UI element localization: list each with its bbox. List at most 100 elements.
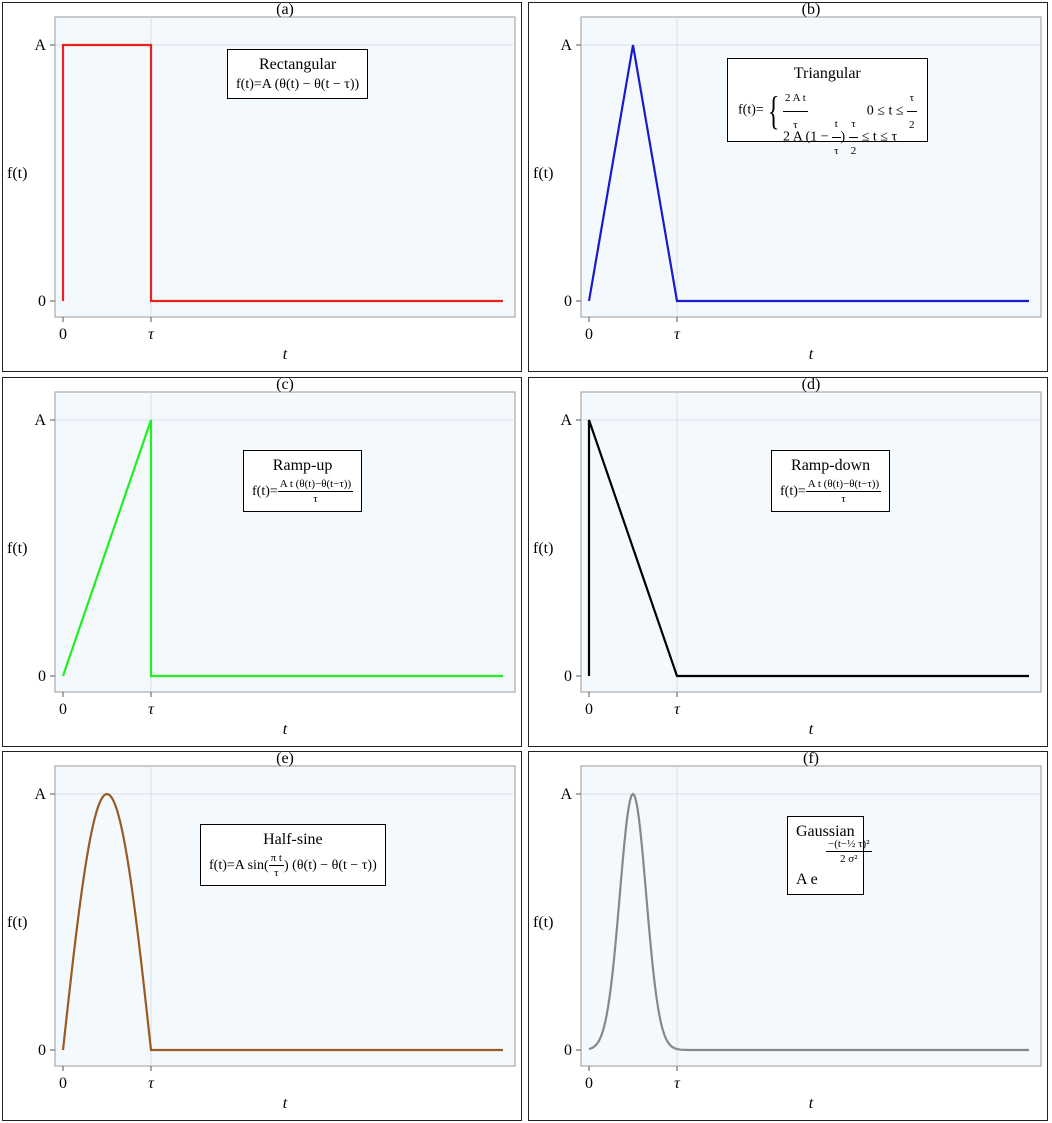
- panel-title: (b): [802, 3, 821, 18]
- legend-d: Ramp-down f(t)= A t (θ(t)−θ(t−τ)) τ: [771, 450, 891, 513]
- y-tick-label: 0: [38, 1042, 46, 1059]
- y-axis-label: f(t): [7, 540, 27, 557]
- legend-title: Rectangular: [258, 56, 337, 73]
- chart-d: 00 τ At f(t) (d): [533, 378, 1042, 738]
- x-axis-label: t: [283, 346, 288, 363]
- x-tick-label: 0: [585, 326, 593, 343]
- legend-suffix: (θ(t) − θ(t − τ)): [292, 857, 377, 873]
- chart-c: 00 τ At f(t) (c): [7, 378, 516, 738]
- legend-prefix: f(t)=: [780, 483, 806, 499]
- x-tick-label: 0: [59, 326, 67, 343]
- panel-title: (d): [802, 378, 821, 393]
- x-tick-label: τ: [674, 326, 681, 343]
- legend-den: τ: [274, 867, 279, 880]
- plot-area: [54, 391, 516, 693]
- legend-prefix: f(t)=: [738, 102, 764, 118]
- legend-e: Half-sine f(t)=A sin(π t τ) (θ(t) − θ(t −…: [200, 824, 386, 887]
- legend-den: τ: [841, 493, 846, 506]
- x-tick-label: 0: [59, 1075, 67, 1092]
- panel-title: (f): [803, 752, 819, 767]
- y-tick-label: 0: [564, 293, 572, 310]
- x-axis-label: t: [283, 721, 288, 738]
- series-line: [61, 43, 503, 303]
- series-line: [587, 419, 1029, 678]
- panel-title: (c): [276, 378, 294, 393]
- case2-num: t: [832, 111, 841, 138]
- x-tick-label: 0: [585, 701, 593, 718]
- y-axis-label: f(t): [7, 914, 27, 931]
- series-line: [587, 44, 1029, 303]
- y-tick-label: A: [560, 37, 572, 54]
- legend-a: Rectangular f(t)=A (θ(t) − θ(t − τ)): [227, 49, 369, 100]
- y-tick-label: A: [34, 37, 46, 54]
- legend-base: A e: [796, 870, 818, 888]
- legend-num: A t (θ(t)−θ(t−τ)): [277, 477, 354, 493]
- brace-glyph: {: [767, 87, 780, 133]
- chart-f: 00 τ At f(t) (f): [533, 752, 1042, 1112]
- legend-prefix: f(t)=: [252, 483, 278, 499]
- series-line: [588, 792, 1029, 1052]
- y-axis-label: f(t): [533, 914, 553, 931]
- case1-num: 2 A t: [782, 85, 808, 112]
- y-tick-label: 0: [564, 1042, 572, 1059]
- legend-exp-den: 2 σ²: [840, 853, 858, 866]
- legend-formula: f(t)=A (θ(t) − θ(t − τ)): [236, 76, 360, 92]
- panel-title: (e): [276, 752, 294, 767]
- case2-cond: ≤ t ≤ τ: [861, 129, 898, 145]
- case1-cond-den: 2: [909, 118, 915, 131]
- y-tick-label: A: [560, 412, 572, 429]
- y-tick-label: A: [34, 412, 46, 429]
- case2-cond-den: 2: [850, 144, 857, 157]
- legend-title: Ramp-up: [272, 457, 333, 474]
- chart-e: 00 τ At f(t) (e): [7, 752, 516, 1112]
- x-tick-label: τ: [148, 701, 155, 718]
- panel-title: (a): [276, 3, 294, 18]
- y-tick-label: 0: [564, 668, 572, 685]
- x-tick-label: τ: [148, 1075, 155, 1092]
- legend-num: A t (θ(t)−θ(t−τ)): [805, 477, 882, 493]
- legend-exp-num: −(t−½ τ)²: [826, 837, 872, 853]
- x-tick-label: τ: [148, 326, 155, 343]
- y-axis-label: f(t): [533, 165, 553, 182]
- x-axis-label: t: [809, 1095, 814, 1112]
- plot-area: [580, 765, 1042, 1067]
- x-tick-label: τ: [674, 1075, 681, 1092]
- x-axis-label: t: [809, 721, 814, 738]
- legend-title: Gaussian: [796, 823, 855, 840]
- legend-title: Half-sine: [263, 831, 323, 848]
- series-line: [61, 419, 503, 678]
- x-tick-label: 0: [585, 1075, 593, 1092]
- series-line: [61, 792, 503, 1052]
- legend-c: Ramp-up f(t)= A t (θ(t)−θ(t−τ)) τ: [243, 450, 363, 513]
- y-axis-label: f(t): [7, 165, 27, 182]
- case1-cond-num: τ: [907, 85, 917, 112]
- x-axis-label: t: [283, 1095, 288, 1112]
- y-axis-label: f(t): [533, 540, 553, 557]
- legend-prefix: f(t)=A sin: [209, 857, 264, 873]
- legend-title: Triangular: [793, 65, 861, 82]
- case2-expr: 2 A (1 −: [782, 129, 829, 145]
- case1-cond: 0 ≤ t ≤: [866, 103, 904, 119]
- plot-area: [580, 391, 1042, 693]
- x-tick-label: τ: [674, 701, 681, 718]
- y-tick-label: A: [34, 786, 46, 803]
- legend-den: τ: [313, 493, 318, 506]
- legend-title: Ramp-down: [791, 457, 871, 474]
- y-tick-label: A: [560, 786, 572, 803]
- case1-den: τ: [793, 118, 798, 131]
- case2-den: τ: [834, 144, 839, 157]
- x-tick-label: 0: [59, 701, 67, 718]
- case2-cond-num: τ: [848, 111, 859, 138]
- plot-area: [54, 765, 516, 1067]
- y-tick-label: 0: [38, 668, 46, 685]
- legend-num: π t: [268, 851, 284, 867]
- x-axis-label: t: [809, 346, 814, 363]
- legend-f: Gaussian A e −(t−½ τ)² 2 σ²: [787, 816, 872, 896]
